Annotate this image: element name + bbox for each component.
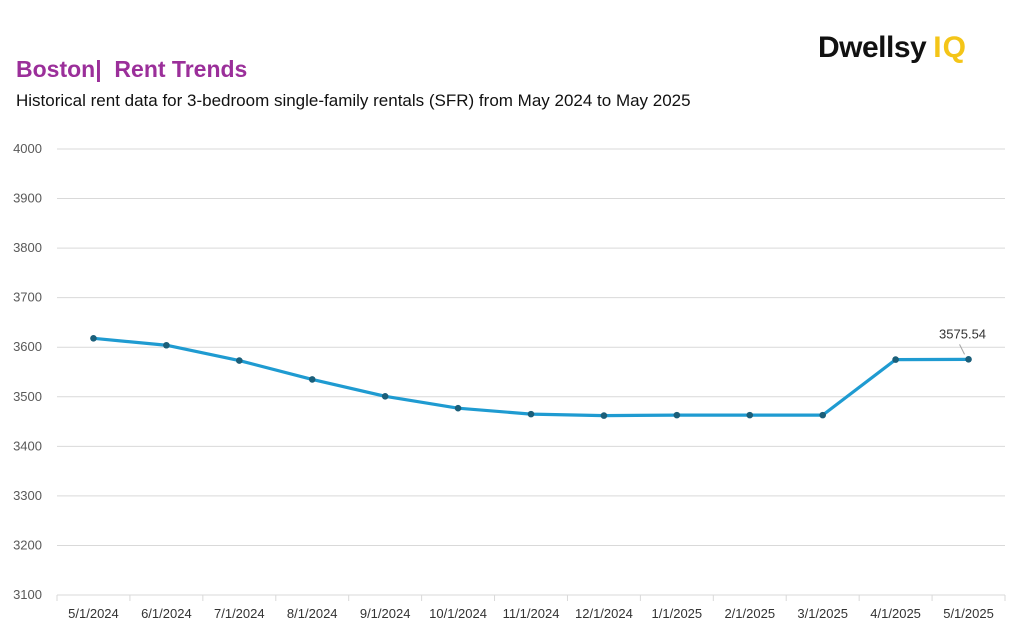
data-point [892,356,899,363]
x-tick-label: 5/1/2024 [68,606,119,621]
data-point [965,356,972,363]
data-point [673,411,681,419]
x-tick-label: 11/1/2024 [503,606,560,621]
x-tick-label: 7/1/2024 [214,606,265,621]
y-axis-ticks: 3100 3200 3300 3400 3500 3600 3700 3800 3900 4000 [13,141,42,602]
x-tick-label: 5/1/2025 [943,606,994,621]
y-tick-label: 3100 [13,587,42,602]
data-point [819,411,826,419]
x-tick-label: 3/1/2025 [797,606,848,621]
data-point [381,392,389,400]
data-point [90,335,97,342]
chart-subtitle: Historical rent data for 3-bedroom singl… [16,91,691,110]
data-labels: 3575.54 [939,326,986,355]
y-tick-label: 3700 [13,290,42,305]
y-tick-label: 3200 [13,537,42,552]
y-tick-label: 3600 [13,339,42,354]
x-tick-label: 6/1/2024 [141,606,192,621]
series-line [91,336,971,418]
data-point [454,404,462,412]
data-point [163,341,170,349]
x-tick-label: 2/1/2025 [724,606,775,621]
y-tick-label: 3400 [13,438,42,453]
dwellsy-iq-logo: Dwellsy IQ [818,28,967,68]
y-tick-label: 3800 [13,240,42,255]
logo-text: Dwellsy [818,31,927,64]
series-layer [90,335,972,419]
y-tick-label: 3300 [13,488,42,503]
x-tick-label: 12/1/2024 [575,606,633,621]
x-axis-ticks: 5/1/2024 6/1/2024 7/1/2024 8/1/2024 9/1/2024… [68,606,994,621]
x-tick-label: 10/1/2024 [429,606,487,621]
logo-iq: IQ [933,31,967,64]
data-point [527,410,535,418]
y-tick-label: 4000 [13,141,42,156]
gridlines [56,148,1006,601]
x-tick-label: 8/1/2024 [287,606,338,621]
x-tick-label: 9/1/2024 [360,606,411,621]
data-point [600,412,608,419]
data-point [236,357,243,364]
y-tick-label: 3900 [13,191,42,206]
data-point [308,376,316,383]
data-label-leader [959,344,965,355]
y-tick-label: 3500 [13,389,42,404]
data-label: 3575.54 [939,326,986,341]
data-point [746,411,754,419]
x-tick-label: 1/1/2025 [652,606,703,621]
chart-title: Boston| Rent Trends [16,56,248,82]
x-tick-label: 4/1/2025 [870,606,921,621]
